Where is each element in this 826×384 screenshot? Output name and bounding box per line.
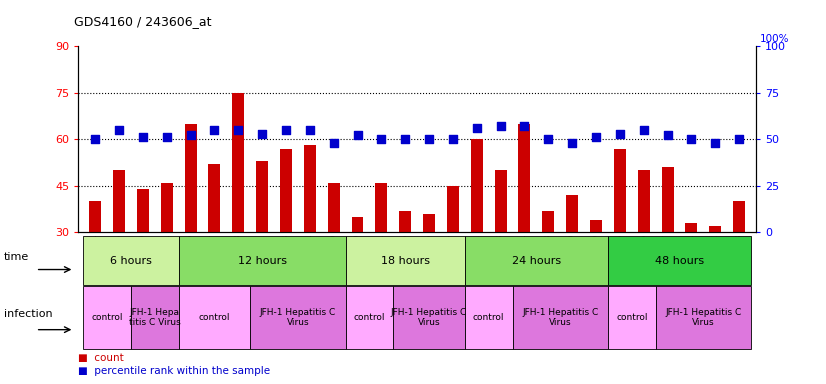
Bar [161,183,173,326]
Text: GDS4160 / 243606_at: GDS4160 / 243606_at [74,15,211,28]
Bar [256,161,268,326]
Text: 48 hours: 48 hours [655,255,704,266]
Point [375,136,388,142]
Bar [375,183,387,326]
Point [542,136,555,142]
Bar [590,220,602,326]
Text: 100%: 100% [760,34,790,44]
Text: JFH-1 Hepatitis C
Virus: JFH-1 Hepatitis C Virus [391,308,468,328]
Bar [423,214,435,326]
Text: 24 hours: 24 hours [512,255,561,266]
Point [399,136,412,142]
Bar [328,183,339,326]
Bar [710,226,721,326]
Point [255,131,268,137]
Point [184,132,197,139]
Bar [733,201,745,326]
Text: JFH-1 Hepatitis C
Virus: JFH-1 Hepatitis C Virus [665,308,742,328]
Bar [184,124,197,326]
Text: ■  count: ■ count [78,353,124,363]
Bar [208,164,221,326]
Bar [566,195,578,326]
Point [709,140,722,146]
Point [231,127,244,133]
Bar [662,167,673,326]
Bar [304,146,316,326]
Point [136,134,150,141]
Point [327,140,340,146]
Point [566,140,579,146]
Bar [495,170,506,326]
Text: control: control [92,313,123,322]
Bar [638,170,650,326]
Point [494,123,507,129]
Point [470,125,483,131]
Bar [352,217,363,326]
Point [590,134,603,141]
Text: control: control [616,313,648,322]
Text: 6 hours: 6 hours [110,255,152,266]
Point [160,134,173,141]
Bar [232,93,244,326]
Text: JFH-1 Hepatitis C
Virus: JFH-1 Hepatitis C Virus [522,308,598,328]
Point [208,127,221,133]
Text: JFH-1 Hepatitis C
Virus: JFH-1 Hepatitis C Virus [259,308,336,328]
Point [661,132,674,139]
Bar [447,186,459,326]
Point [446,136,459,142]
Text: control: control [199,313,230,322]
Bar [471,139,482,326]
Bar [519,124,530,326]
Text: 12 hours: 12 hours [238,255,287,266]
Point [422,136,435,142]
Point [733,136,746,142]
Text: infection: infection [4,309,53,319]
Point [637,127,650,133]
Point [351,132,364,139]
Text: control: control [354,313,385,322]
Bar [113,170,125,326]
Point [112,127,126,133]
Bar [89,201,101,326]
Text: 18 hours: 18 hours [381,255,430,266]
Text: JFH-1 Hepa
titis C Virus: JFH-1 Hepa titis C Virus [129,308,181,328]
Text: ■  percentile rank within the sample: ■ percentile rank within the sample [78,366,271,376]
Bar [614,149,626,326]
Point [303,127,316,133]
Point [685,136,698,142]
Bar [543,210,554,326]
Point [613,131,626,137]
Text: time: time [4,252,30,262]
Bar [399,210,411,326]
Bar [686,223,697,326]
Point [279,127,292,133]
Point [88,136,102,142]
Point [518,123,531,129]
Bar [137,189,149,326]
Text: control: control [473,313,505,322]
Bar [280,149,292,326]
